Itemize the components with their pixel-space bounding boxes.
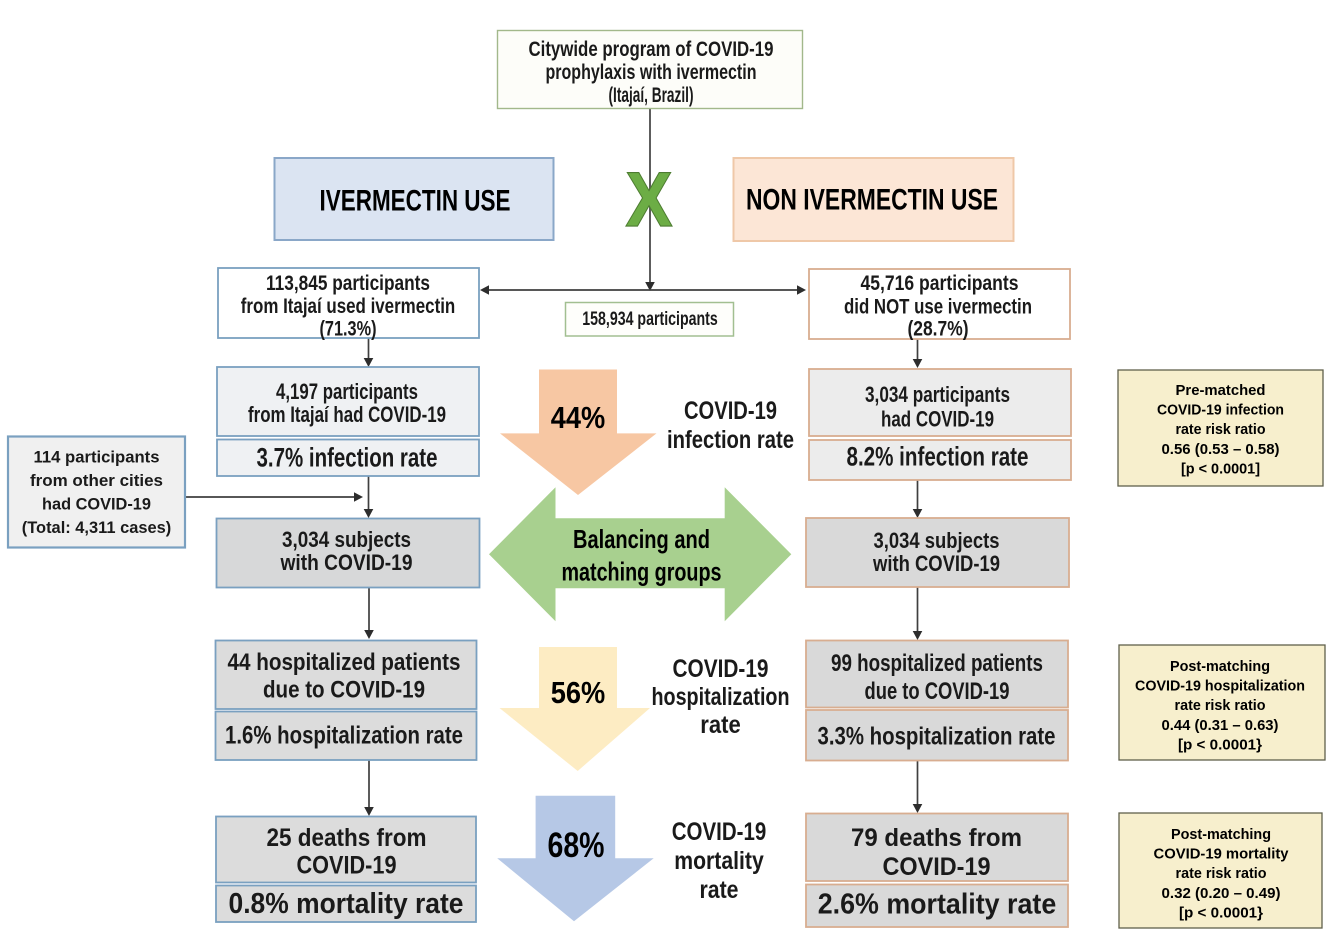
svg-text:Balancing and: Balancing and: [573, 524, 710, 554]
svg-text:COVID-19: COVID-19: [672, 818, 767, 846]
svg-text:COVID-19 mortality: COVID-19 mortality: [1154, 847, 1289, 863]
svg-text:COVID-19: COVID-19: [684, 397, 777, 425]
svg-text:114 participants: 114 participants: [34, 449, 160, 467]
svg-text:from Itajaí had COVID-19: from Itajaí had COVID-19: [248, 402, 446, 427]
svg-text:hospitalization: hospitalization: [652, 683, 790, 711]
svg-text:(Itajaí, Brazil): (Itajaí, Brazil): [609, 83, 694, 107]
svg-text:rate risk ratio: rate risk ratio: [1176, 866, 1267, 882]
svg-text:0.32 (0.20 – 0.49): 0.32 (0.20 – 0.49): [1162, 886, 1281, 902]
svg-text:COVID-19: COVID-19: [883, 853, 991, 881]
svg-text:from other cities: from other cities: [30, 472, 163, 490]
svg-text:79 deaths from: 79 deaths from: [851, 824, 1022, 852]
svg-text:45,716 participants: 45,716 participants: [861, 272, 1019, 295]
svg-text:3.3% hospitalization rate: 3.3% hospitalization rate: [818, 723, 1056, 751]
svg-text:rate risk ratio: rate risk ratio: [1176, 422, 1266, 438]
svg-text:prophylaxis with ivermectin: prophylaxis with ivermectin: [546, 60, 757, 84]
svg-text:rate: rate: [700, 876, 739, 904]
svg-text:4,197 participants: 4,197 participants: [276, 379, 418, 404]
svg-text:from Itajaí used ivermectin: from Itajaí used ivermectin: [241, 295, 456, 318]
svg-text:COVID-19 infection: COVID-19 infection: [1157, 403, 1284, 419]
svg-text:68%: 68%: [548, 826, 605, 865]
svg-text:44 hospitalized patients: 44 hospitalized patients: [228, 649, 461, 676]
svg-text:Post-matching: Post-matching: [1170, 659, 1270, 675]
svg-text:3,034 participants: 3,034 participants: [865, 382, 1010, 407]
svg-text:rate risk ratio: rate risk ratio: [1175, 698, 1266, 714]
svg-text:(28.7%): (28.7%): [908, 318, 969, 341]
svg-text:NON IVERMECTIN USE: NON IVERMECTIN USE: [746, 184, 998, 217]
svg-text:Citywide program of COVID-19: Citywide program of COVID-19: [529, 37, 774, 61]
svg-text:(Total: 4,311 cases): (Total: 4,311 cases): [22, 519, 172, 537]
svg-text:mortality: mortality: [674, 847, 764, 875]
svg-text:0.44 (0.31 – 0.63): 0.44 (0.31 – 0.63): [1162, 718, 1279, 734]
svg-text:113,845 participants: 113,845 participants: [266, 272, 430, 295]
svg-text:0.56 (0.53 – 0.58): 0.56 (0.53 – 0.58): [1162, 442, 1280, 458]
svg-text:did NOT use ivermectin: did NOT use ivermectin: [844, 296, 1032, 319]
svg-text:25 deaths from: 25 deaths from: [267, 824, 427, 852]
svg-text:[p < 0.0001}: [p < 0.0001}: [1179, 905, 1263, 921]
svg-text:[p < 0.0001]: [p < 0.0001]: [1181, 461, 1260, 477]
svg-text:3,034 subjects: 3,034 subjects: [874, 528, 1000, 553]
svg-text:rate: rate: [700, 711, 741, 739]
svg-text:3,034 subjects: 3,034 subjects: [282, 527, 411, 552]
svg-text:had COVID-19: had COVID-19: [881, 407, 994, 432]
svg-text:56%: 56%: [551, 676, 606, 710]
svg-text:COVID-19: COVID-19: [673, 655, 769, 683]
svg-text:X: X: [626, 157, 672, 242]
svg-text:due to COVID-19: due to COVID-19: [865, 678, 1010, 705]
svg-text:(71.3%): (71.3%): [320, 318, 377, 341]
svg-text:IVERMECTIN USE: IVERMECTIN USE: [320, 185, 511, 218]
svg-text:COVID-19: COVID-19: [297, 852, 397, 880]
svg-text:with COVID-19: with COVID-19: [872, 551, 1000, 576]
svg-text:COVID-19 hospitalization: COVID-19 hospitalization: [1135, 679, 1305, 695]
svg-text:[p < 0.0001}: [p < 0.0001}: [1178, 737, 1262, 753]
svg-text:Pre-matched: Pre-matched: [1176, 383, 1266, 399]
svg-text:8.2% infection rate: 8.2% infection rate: [847, 442, 1029, 472]
svg-text:due to COVID-19: due to COVID-19: [263, 677, 425, 704]
svg-text:infection rate: infection rate: [667, 426, 794, 454]
svg-text:3.7% infection rate: 3.7% infection rate: [257, 443, 438, 473]
svg-text:Post-matching: Post-matching: [1171, 827, 1271, 843]
svg-text:with COVID-19: with COVID-19: [280, 550, 413, 575]
svg-text:matching groups: matching groups: [562, 557, 722, 587]
svg-text:had COVID-19: had COVID-19: [42, 496, 151, 514]
svg-text:158,934 participants: 158,934 participants: [582, 308, 718, 330]
svg-text:2.6% mortality rate: 2.6% mortality rate: [818, 889, 1057, 921]
svg-text:1.6% hospitalization rate: 1.6% hospitalization rate: [225, 722, 463, 750]
svg-text:99 hospitalized patients: 99 hospitalized patients: [831, 650, 1043, 677]
svg-text:44%: 44%: [551, 401, 606, 435]
svg-text:0.8% mortality rate: 0.8% mortality rate: [229, 888, 464, 920]
